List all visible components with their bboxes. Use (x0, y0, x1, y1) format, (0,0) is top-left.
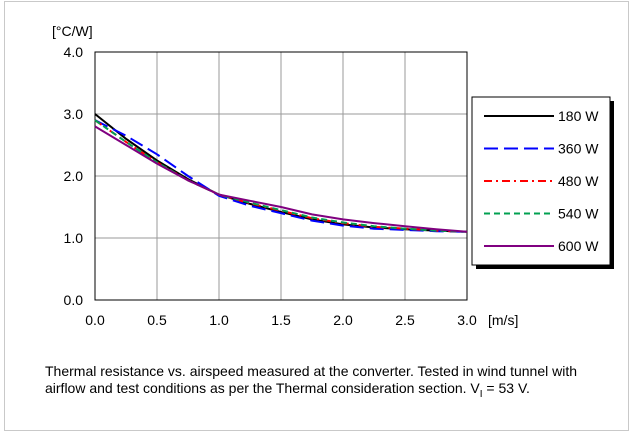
series-lines (94, 113, 468, 233)
y-axis-label: [°C/W] (52, 23, 93, 39)
legend-label: 540 W (558, 206, 599, 222)
x-tick-label: 1.5 (271, 312, 291, 328)
x-tick-label: 1.0 (209, 312, 229, 328)
x-tick-label: 3.0 (457, 312, 477, 328)
y-axis-ticks: 0.0 1.0 2.0 3.0 4.0 (64, 44, 84, 308)
series-line-4 (94, 119, 468, 233)
caption-text: Thermal resistance vs. airspeed measured… (45, 363, 578, 396)
x-axis-ticks: 0.0 0.5 1.0 1.5 2.0 2.5 3.0 (85, 312, 477, 328)
x-tick-label: 0.5 (147, 312, 167, 328)
y-tick-label: 0.0 (64, 292, 84, 308)
x-axis-label: [m/s] (488, 312, 518, 328)
legend: 180 W 360 W 480 W 540 W 600 W (471, 96, 614, 269)
legend-label: 360 W (558, 141, 599, 157)
caption-subscript: I (479, 388, 483, 400)
figure-caption: Thermal resistance vs. airspeed measured… (45, 363, 615, 403)
legend-label: 600 W (558, 238, 599, 254)
y-tick-label: 2.0 (64, 168, 84, 184)
y-tick-label: 1.0 (64, 230, 84, 246)
y-tick-label: 4.0 (64, 44, 84, 60)
legend-label: 180 W (558, 108, 599, 124)
plot-area (94, 51, 468, 301)
y-tick-label: 3.0 (64, 106, 84, 122)
caption-end: = 53 V. (482, 380, 530, 396)
legend-label: 480 W (558, 173, 599, 189)
x-tick-label: 2.5 (395, 312, 415, 328)
series-line-2 (94, 119, 468, 233)
grid (94, 51, 468, 301)
x-tick-label: 2.0 (333, 312, 353, 328)
thermal-resistance-chart: 0.0 1.0 2.0 3.0 4.0 0.0 0.5 1.0 1.5 2.0 2.5 3.0 [°… (52, 23, 614, 328)
series-line-5 (94, 125, 468, 233)
x-tick-label: 0.0 (85, 312, 105, 328)
